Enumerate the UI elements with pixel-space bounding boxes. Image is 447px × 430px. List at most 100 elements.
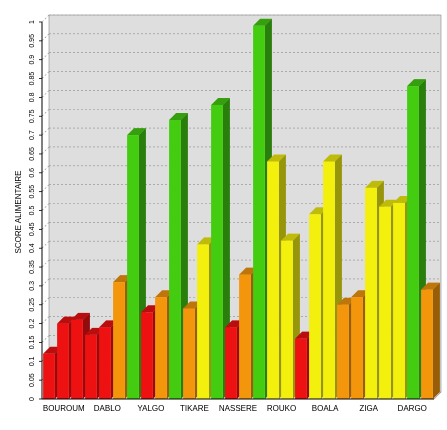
bar	[421, 282, 440, 399]
bar-front	[169, 120, 181, 400]
y-tick-label: 0.25	[29, 298, 36, 312]
gridline-side	[41, 240, 50, 249]
gridline-side	[41, 335, 50, 343]
x-category-label: ZIGA	[359, 404, 378, 413]
bar-top	[267, 154, 286, 162]
bar-top	[57, 316, 76, 324]
bar-top	[323, 154, 342, 162]
bar-front	[337, 304, 349, 399]
bar-front	[113, 282, 125, 399]
y-tick-label: 0.8	[29, 92, 36, 102]
bar-front	[127, 135, 139, 399]
y-tick-label: 0.65	[29, 147, 36, 161]
bar-front	[379, 206, 391, 399]
bar-top	[281, 233, 300, 241]
y-tick-label: 0.5	[29, 206, 36, 216]
bar-front	[253, 25, 265, 400]
bar-front	[211, 104, 223, 399]
axes	[39, 21, 442, 400]
x-category-label: BOALA	[312, 404, 339, 413]
bar-front	[225, 327, 237, 399]
y-tick-label: 0.45	[29, 222, 36, 236]
bar-front	[309, 214, 321, 399]
y-tick-label: 0	[29, 397, 36, 401]
bar-top	[127, 128, 146, 136]
y-axis-title: SCORE ALIMENTAIRE	[14, 171, 23, 254]
gridline-side	[41, 127, 50, 136]
y-tick-label: 0.3	[29, 281, 36, 291]
y-tick-label: 0.55	[29, 185, 36, 199]
gridline-side	[41, 33, 50, 42]
bar-front	[71, 319, 83, 399]
bar-front	[281, 240, 293, 399]
bar-front	[351, 297, 363, 399]
bar-front	[421, 289, 433, 399]
bar-front	[393, 202, 405, 399]
gridline-side	[41, 297, 50, 305]
y-tick-label: 1	[29, 20, 36, 24]
bar-front	[239, 274, 251, 399]
y-tick-label: 0.85	[29, 72, 36, 86]
gridline-side	[41, 316, 50, 324]
bar-top	[211, 97, 230, 105]
gridline-side	[41, 52, 50, 60]
y-tick-label: 0.9	[29, 55, 36, 65]
bar-front	[365, 187, 377, 399]
y-tick-label: 0.2	[29, 319, 36, 329]
bar-front	[43, 353, 55, 399]
gridline-side	[41, 90, 50, 98]
bar-top	[421, 282, 440, 290]
bars-group	[43, 18, 440, 400]
bar-front	[295, 338, 307, 399]
gridline-side	[41, 109, 50, 117]
bar-top	[253, 18, 272, 26]
gridline-side	[41, 184, 50, 192]
x-category-label: TIKARE	[180, 404, 209, 413]
gridline-side	[41, 259, 50, 268]
bar-top	[407, 79, 426, 87]
bar-side	[432, 282, 440, 399]
y-tick-label: 0.75	[29, 109, 36, 123]
bar-front	[267, 161, 279, 399]
x-category-label: DARGO	[398, 404, 427, 413]
y-tick-label: 0.15	[29, 336, 36, 350]
floor-edge	[433, 391, 442, 400]
y-tick-label: 0.7	[29, 130, 36, 140]
x-category-label: NASSERE	[219, 404, 257, 413]
gridline-side	[41, 222, 50, 230]
gridline-side	[41, 203, 50, 211]
gridline-side	[41, 71, 50, 79]
bar	[211, 97, 230, 399]
gridline-side	[41, 146, 50, 155]
gridline-side	[41, 14, 50, 23]
bar-front	[141, 312, 153, 399]
bar-top	[379, 199, 398, 207]
y-tick-labels: 0 0.05 0.1 0.15 0.2 0.25 0.3 0.35 0.4 0.45 0.5 0.55…	[29, 20, 36, 401]
bar-front	[99, 327, 111, 399]
bar-top	[71, 312, 90, 320]
x-category-label: BOUROUM	[43, 404, 85, 413]
bar-front	[407, 86, 419, 399]
bar-front	[85, 334, 97, 399]
bar-top	[169, 113, 188, 121]
gridline-side	[41, 278, 50, 287]
bar-front	[155, 297, 167, 399]
bar-front	[197, 244, 209, 399]
x-category-labels: BOUROUM DABLO YALGO TIKARE NASSERE ROUKO BOALA…	[43, 404, 427, 413]
gridline-side	[41, 165, 50, 174]
y-tick-label: 0.4	[29, 243, 36, 253]
bar-side	[222, 97, 230, 399]
y-tick-label: 0.6	[29, 168, 36, 178]
bar-front	[323, 161, 335, 399]
x-category-label: YALGO	[137, 404, 164, 413]
y-tick-label: 0.05	[29, 373, 36, 387]
bar-top	[365, 180, 384, 188]
x-category-label: ROUKO	[267, 404, 296, 413]
bar-front	[183, 308, 195, 399]
y-tick-label: 0.95	[29, 34, 36, 48]
y-tick-label: 0.1	[29, 356, 36, 366]
y-tick-label: 0.35	[29, 260, 36, 274]
x-category-label: DABLO	[94, 404, 121, 413]
bar-front	[57, 323, 69, 399]
